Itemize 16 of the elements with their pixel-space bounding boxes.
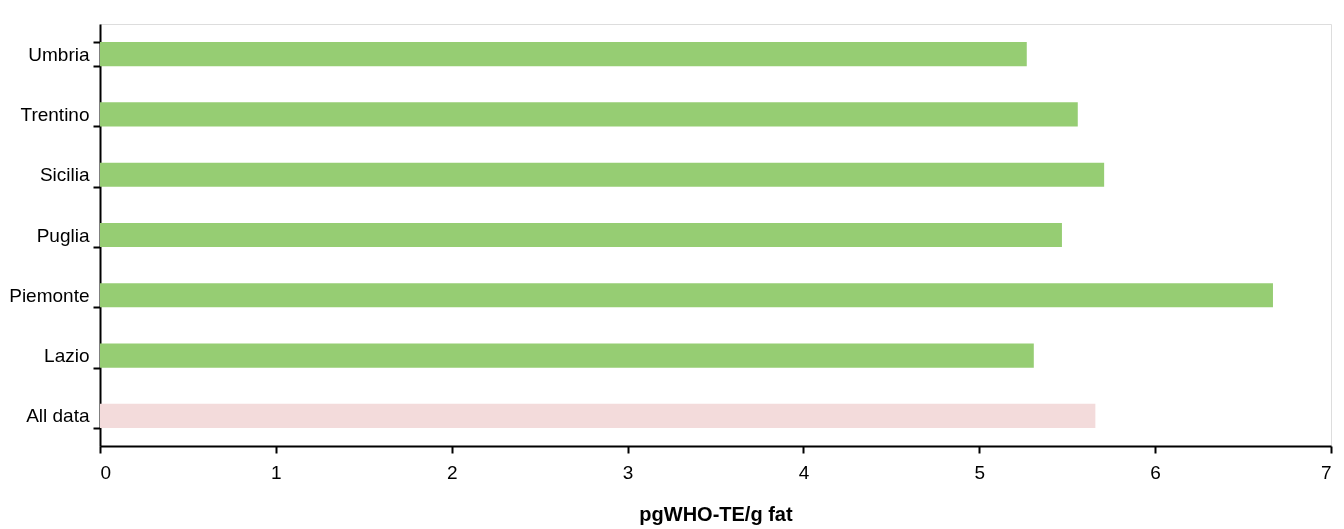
x-tick-label: 1 bbox=[271, 461, 282, 483]
y-tick-label: All data bbox=[26, 405, 90, 427]
x-tick-label: 4 bbox=[798, 461, 810, 483]
x-tick-label: 3 bbox=[622, 461, 634, 483]
x-tick-label: 6 bbox=[1150, 461, 1161, 483]
y-tick-label: Umbria bbox=[28, 43, 90, 65]
y-tick-label: Trentino bbox=[20, 103, 90, 125]
x-tick-label: 5 bbox=[974, 461, 986, 483]
y-tick-label: Lazio bbox=[44, 345, 90, 367]
x-tick-label: 0 bbox=[100, 461, 112, 483]
x-tick-label: 2 bbox=[446, 461, 458, 483]
y-tick-label: Sicilia bbox=[39, 164, 90, 186]
y-tick-label: Puglia bbox=[36, 224, 90, 246]
y-tick-label: Piemonte bbox=[9, 284, 90, 306]
x-tick-label: 7 bbox=[1320, 461, 1332, 483]
x-axis-title: pgWHO-TE/g fat bbox=[639, 502, 793, 525]
